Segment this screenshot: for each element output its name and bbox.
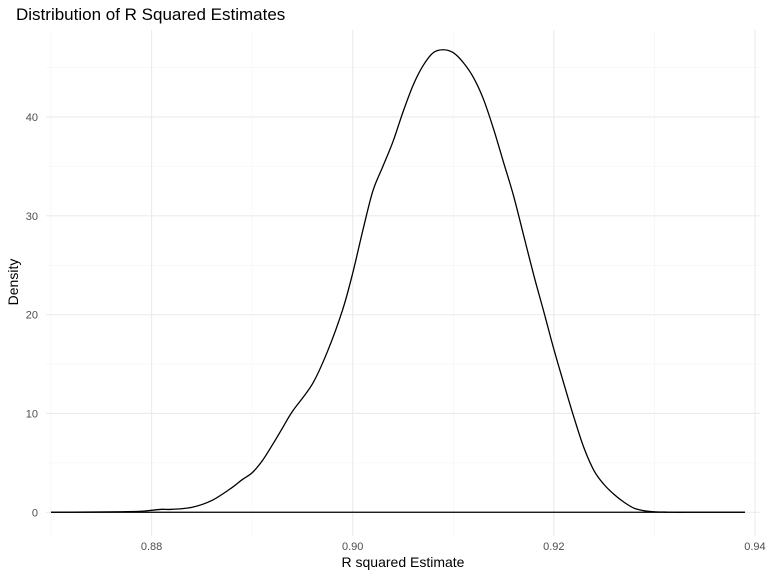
y-axis-title: Density <box>5 259 21 306</box>
y-tick-label: 10 <box>26 408 38 420</box>
x-tick-label: 0.94 <box>744 541 765 553</box>
y-tick-label: 30 <box>26 211 38 223</box>
y-tick-label: 0 <box>32 507 38 519</box>
density-curve <box>51 49 745 513</box>
x-tick-label: 0.90 <box>342 541 363 553</box>
x-axis-title: R squared Estimate <box>342 554 465 570</box>
y-axis-tick-labels: 0 10 20 30 40 <box>26 112 38 519</box>
y-tick-label: 20 <box>26 310 38 322</box>
minor-grid <box>46 30 760 536</box>
chart-title: Distribution of R Squared Estimates <box>16 5 285 24</box>
y-tick-label: 40 <box>26 112 38 124</box>
x-tick-label: 0.92 <box>543 541 564 553</box>
x-tick-label: 0.88 <box>141 541 162 553</box>
x-axis-tick-labels: 0.88 0.90 0.92 0.94 <box>141 541 766 553</box>
